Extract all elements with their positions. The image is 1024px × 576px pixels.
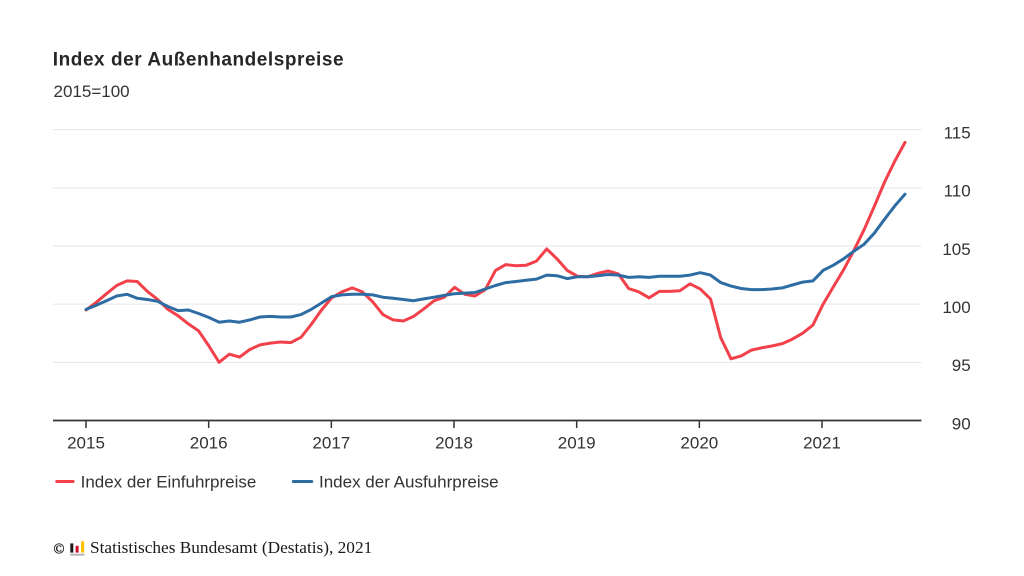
svg-text:Index der Außenhandelspreise: Index der Außenhandelspreise: [53, 49, 344, 70]
svg-text:90: 90: [952, 414, 971, 433]
svg-text:2016: 2016: [190, 434, 228, 453]
svg-text:2015: 2015: [67, 434, 105, 453]
svg-text:2018: 2018: [435, 434, 473, 453]
svg-text:2019: 2019: [558, 434, 596, 453]
svg-text:2015=100: 2015=100: [54, 82, 130, 101]
svg-text:2021: 2021: [803, 434, 841, 453]
svg-text:100: 100: [942, 298, 970, 317]
svg-text:95: 95: [952, 356, 971, 375]
svg-text:115: 115: [944, 124, 971, 143]
svg-text:Statistisches Bundesamt (Desta: Statistisches Bundesamt (Destatis), 2021: [90, 538, 372, 557]
svg-text:2017: 2017: [312, 434, 350, 453]
svg-text:2020: 2020: [680, 434, 718, 453]
svg-text:105: 105: [942, 240, 970, 259]
svg-text:Index der Einfuhrpreise: Index der Einfuhrpreise: [81, 472, 257, 491]
svg-text:©: ©: [54, 542, 65, 558]
svg-text:Index der Ausfuhrpreise: Index der Ausfuhrpreise: [319, 472, 499, 491]
svg-text:110: 110: [944, 182, 971, 201]
